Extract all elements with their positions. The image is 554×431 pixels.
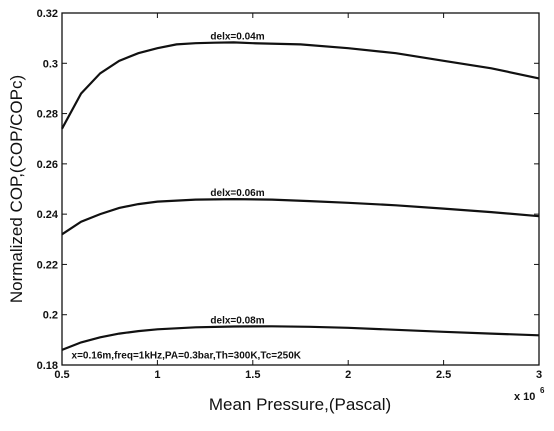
- x-tick-label: 2.5: [436, 369, 451, 381]
- condition-annotation: x=0.16m,freq=1kHz,PA=0.3bar,Th=300K,Tc=2…: [72, 351, 302, 362]
- series-label-3: delx=0.08m: [210, 316, 264, 327]
- x-tick-label: 0.5: [54, 369, 69, 381]
- y-tick-label: 0.28: [37, 109, 58, 121]
- x-tick-label: 1: [154, 369, 160, 381]
- x-tick-label: 2: [345, 369, 351, 381]
- series-labels: delx=0.04m delx=0.06m delx=0.08m: [210, 31, 264, 326]
- y-tick-label: 0.22: [37, 259, 58, 271]
- y-tick-label: 0.2: [43, 310, 58, 322]
- x-multiplier-label: x 10: [514, 391, 535, 403]
- y-tick-label: 0.18: [37, 360, 58, 372]
- y-tick-label: 0.32: [37, 8, 58, 20]
- x-tick-label: 1.5: [245, 369, 260, 381]
- axis-ticks: 0.5 1 1.5 2 2.5 3 0.18 0.2 0.22 0.24 0.26 0.28 0.3 0.…: [37, 8, 542, 381]
- series-lines: [61, 41, 540, 351]
- y-axis-label: Normalized COP,(COP/COPc): [7, 75, 26, 303]
- x-axis-label: Mean Pressure,(Pascal): [209, 395, 391, 414]
- series-label-1: delx=0.04m: [210, 31, 264, 42]
- series-line-3: [61, 325, 540, 351]
- series-line-1: [61, 41, 540, 130]
- series-label-2: delx=0.06m: [210, 188, 264, 199]
- series-line-2: [61, 197, 540, 236]
- y-tick-label: 0.3: [43, 58, 58, 70]
- x-tick-label: 3: [536, 369, 542, 381]
- y-tick-label: 0.26: [37, 159, 58, 171]
- x-multiplier-exponent: 6: [540, 386, 545, 395]
- y-tick-label: 0.24: [37, 209, 59, 221]
- plot-area-frame: [61, 12, 540, 366]
